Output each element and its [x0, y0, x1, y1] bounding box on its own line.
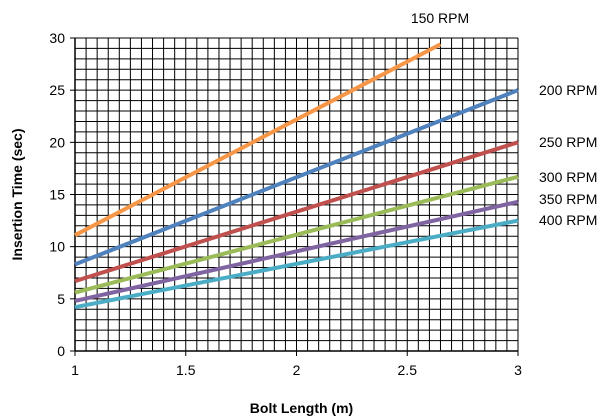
series-lines [74, 42, 519, 310]
series-line-300-rpm [74, 174, 519, 295]
y-tick-label: 10 [49, 239, 65, 255]
x-tick-label: 2 [293, 362, 301, 378]
axes [70, 37, 519, 356]
y-axis-title: Insertion Time (sec) [9, 128, 25, 260]
x-tick-label: 2.5 [398, 362, 418, 378]
series-label-250-rpm: 250 RPM [539, 134, 597, 150]
series-labels: 150 RPM 200 RPM 250 RPM 300 RPM 350 RPM 400 R… [411, 10, 598, 228]
series-line-400-rpm [74, 218, 519, 310]
y-tick-label: 20 [49, 134, 65, 150]
grid [74, 37, 519, 352]
y-tick-label: 5 [57, 291, 65, 307]
tick-labels: 0 5 10 15 20 25 30 1 1.5 2 2.5 3 [49, 30, 522, 378]
y-tick-label: 0 [57, 343, 65, 359]
x-tick-label: 3 [514, 362, 522, 378]
series-line-350-rpm [74, 199, 519, 303]
series-label-300-rpm: 300 RPM [539, 169, 597, 185]
y-tick-label: 15 [49, 187, 65, 203]
series-line-200-rpm [74, 88, 519, 267]
series-label-200-rpm: 200 RPM [539, 82, 597, 98]
x-tick-label: 1 [71, 362, 79, 378]
series-line-250-rpm [74, 140, 519, 284]
x-axis-title: Bolt Length (m) [250, 400, 353, 416]
series-label-350-rpm: 350 RPM [539, 191, 597, 207]
series-label-150-rpm: 150 RPM [411, 10, 469, 26]
y-tick-label: 30 [49, 30, 65, 46]
x-tick-label: 1.5 [176, 362, 196, 378]
series-line-150-rpm [74, 42, 442, 237]
series-label-400-rpm: 400 RPM [539, 212, 597, 228]
y-tick-label: 25 [49, 82, 65, 98]
